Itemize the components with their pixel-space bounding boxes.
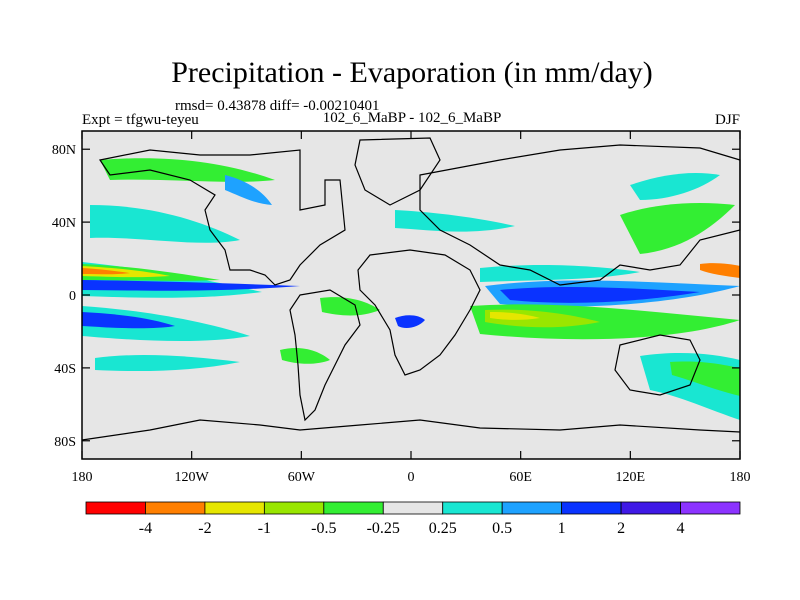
colorbar-swatch [323,501,384,515]
pacific-spcz-core [82,312,175,329]
colorbar-label: 2 [617,520,625,537]
colorbar-label: -2 [198,520,211,537]
east-asia-wet [630,173,720,200]
map-plot: 180 120W 60W 0 60E 120E 180 80N 40N 0 40S 80S [52,130,751,485]
x-axis: 180 120W 60W 0 60E 120E 180 [72,131,751,485]
colorbar-swatch [680,501,741,515]
y-tick-label: 80N [52,143,76,158]
stats-label: rmsd= 0.43878 diff= -0.00210401 [175,98,380,114]
north-america-outline [99,149,346,286]
north-pacific-track [100,158,275,182]
y-axis: 80N 40N 0 40S 80S [52,143,740,450]
africa-wet [395,315,425,328]
chart-title: Precipitation - Evaporation (in mm/day) [171,56,653,89]
colorbar-label: 4 [677,520,685,537]
atlantic-south-green [320,297,380,316]
pacific-dry-band-orange [82,268,130,275]
colorbar-swatch [85,501,146,515]
north-america-east-track [225,175,272,205]
south-america-outline [289,289,361,422]
colorbar-label: 0.25 [429,520,457,537]
africa-outline [357,249,481,376]
y-tick-label: 0 [69,289,76,304]
x-tick-label: 180 [72,470,93,485]
colorbar-label: -4 [139,520,152,537]
x-tick-label: 180 [730,470,751,485]
pacific-itcz-band [82,280,300,291]
season-label: DJF [715,112,740,128]
eurasia-outline [419,144,741,286]
eurasia-north-track [480,265,640,282]
y-tick-label: 40N [52,216,76,231]
x-tick-label: 60W [288,470,316,485]
colorbar: -4 -2 -1 -0.5 -0.25 0.25 0.5 1 2 4 [85,501,741,537]
colorbar-swatch [263,501,325,515]
colorbar-label: -1 [258,520,271,537]
indian-ocean-core [500,286,700,303]
west-pacific-dry [700,263,740,278]
south-america-green [280,348,330,364]
y-tick-label: 40S [54,362,76,377]
case-label: 102_6_MaBP - 102_6_MaBP [323,110,502,126]
colorbar-swatch [442,501,503,515]
southern-indian-band-yellow [490,312,540,320]
y-tick-label: 80S [54,435,76,450]
colorbar-label: 1 [558,520,566,537]
x-tick-label: 60E [509,470,532,485]
colorbar-swatch [501,501,563,515]
pacific-dry-band-yellow [82,266,170,278]
expt-label: Expt = tfgwu-teyeu [82,112,199,128]
east-asia-green [620,203,735,254]
south-pacific-wet [95,355,240,372]
antarctica-outline [81,419,741,441]
southern-ocean-east-green [670,361,740,396]
x-tick-label: 0 [408,470,415,485]
contour-fields [82,158,740,420]
colorbar-swatch [204,501,265,515]
colorbar-swatch [620,501,681,515]
colorbar-swatch [561,501,622,515]
continent-outlines [81,137,741,441]
colorbar-swatch [382,501,444,515]
x-tick-label: 120W [175,470,210,485]
colorbar-label: -0.25 [367,520,400,537]
colorbar-label: 0.5 [492,520,512,537]
x-tick-label: 120E [616,470,646,485]
australia-outline [614,334,701,396]
colorbar-swatch [145,501,206,515]
colorbar-label: -0.5 [311,520,336,537]
greenland-outline [354,137,441,206]
north-pacific-track-wet [90,205,240,243]
